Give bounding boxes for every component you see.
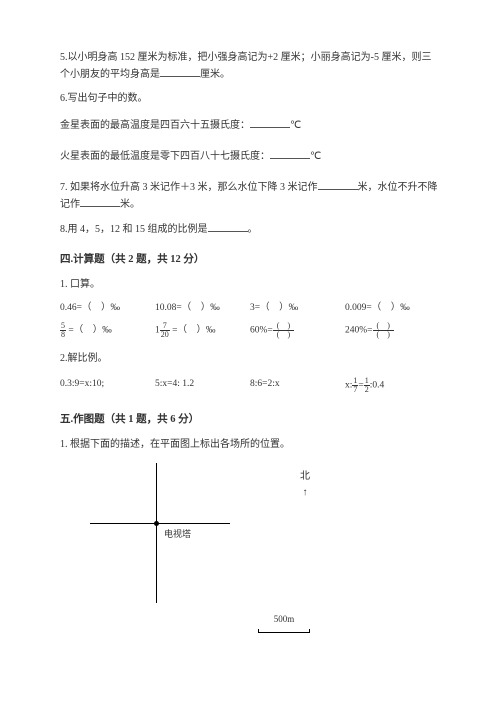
calc-3c: 8:6=2:x — [250, 377, 345, 394]
calc-2a: 58 =（ ）‰ — [60, 322, 155, 339]
sec5-q1: 1. 根据下面的描述，在平面图上标出各场所的位置。 — [60, 437, 440, 453]
calc-2d: 240%=( )( ) — [345, 322, 440, 339]
q8-b: 。 — [248, 224, 258, 235]
tower-label: 电视塔 — [164, 527, 191, 541]
calc-1a: 0.46=（ ）‰ — [60, 301, 155, 316]
q6-l2-blank[interactable] — [270, 148, 310, 159]
calc-1c: 3=（ ）‰ — [250, 301, 345, 316]
q6-l1-b: ℃ — [290, 120, 301, 131]
q5-blank[interactable] — [160, 66, 200, 77]
question-6-line1: 金星表面的最高温度是四百六十五摄氏度： ℃ — [60, 117, 440, 134]
calc-row-3: 0.3:9=x:10; 5:x=4: 1.2 8:6=2:x x:17=12:0… — [60, 377, 440, 394]
section-4-title: 四.计算题（共 2 题，共 12 分） — [60, 252, 440, 269]
north-label: 北 — [300, 469, 310, 485]
scale-indicator: 500m — [258, 612, 310, 632]
question-6-intro: 6.写出句子中的数。 — [60, 91, 440, 107]
north-arrow: 北 ↑ — [300, 469, 310, 501]
cross-horizontal — [90, 523, 230, 524]
arrow-up-icon: ↑ — [300, 485, 310, 501]
q7-a: 7. 如果将水位升高 3 米记作＋3 米，那么水位下降 3 米记作 — [60, 182, 318, 193]
calc-1b: 10.08=（ ）‰ — [155, 301, 250, 316]
question-7: 7. 如果将水位升高 3 米记作＋3 米，那么水位下降 3 米记作米，水位不升不… — [60, 179, 440, 213]
q8-a: 8.用 4，5，12 和 15 组成的比例是 — [60, 224, 208, 235]
calc-2c: 60%=( )( ) — [250, 322, 345, 339]
diagram-area: 北 ↑ 电视塔 500m — [90, 463, 310, 643]
q7-blank1[interactable] — [318, 179, 358, 190]
calc-row-1: 0.46=（ ）‰ 10.08=（ ）‰ 3=（ ）‰ 0.009=（ ）‰ — [60, 301, 440, 316]
center-dot — [154, 521, 159, 526]
scale-label: 500m — [258, 612, 310, 626]
calc-1d: 0.009=（ ）‰ — [345, 301, 440, 316]
sec4-q1: 1. 口算。 — [60, 277, 440, 293]
question-6-line2: 火星表面的最低温度是零下四百八十七摄氏度： ℃ — [60, 148, 440, 165]
q7-blank2[interactable] — [80, 196, 120, 207]
calc-3d: x:17=12:0.4 — [345, 377, 440, 394]
question-8: 8.用 4，5，12 和 15 组成的比例是 。 — [60, 221, 440, 238]
cross-vertical — [156, 463, 157, 603]
q5-text-a: 5.以小明身高 152 厘米为标准，把小强身高记为+2 厘米；小丽身高记为-5 … — [60, 52, 431, 80]
calc-3b: 5:x=4: 1.2 — [155, 377, 250, 394]
calc-3a: 0.3:9=x:10; — [60, 377, 155, 394]
scale-bar — [258, 629, 310, 633]
section-5-title: 五.作图题（共 1 题，共 6 分） — [60, 412, 440, 429]
calc-row-2: 58 =（ ）‰ 1720 =（ ）‰ 60%=( )( ) 240%=( )(… — [60, 322, 440, 339]
sec4-q2: 2.解比例。 — [60, 351, 440, 367]
question-5: 5.以小明身高 152 厘米为标准，把小强身高记为+2 厘米；小丽身高记为-5 … — [60, 50, 440, 83]
q6-l2-b: ℃ — [310, 151, 321, 162]
q6-l1-blank[interactable] — [250, 117, 290, 128]
q8-blank[interactable] — [208, 221, 248, 232]
q6-l2-a: 火星表面的最低温度是零下四百八十七摄氏度： — [60, 151, 270, 162]
calc-2b: 1720 =（ ）‰ — [155, 322, 250, 339]
q7-c: 米。 — [120, 199, 140, 210]
q5-text-b: 厘米。 — [200, 69, 230, 80]
q6-l1-a: 金星表面的最高温度是四百六十五摄氏度： — [60, 120, 250, 131]
